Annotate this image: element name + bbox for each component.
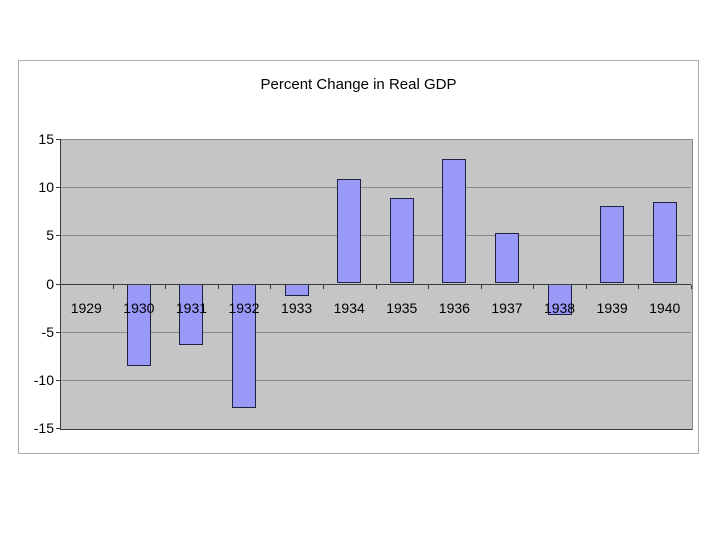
x-axis-tick (60, 284, 61, 289)
chart-title: Percent Change in Real GDP (260, 76, 457, 93)
x-axis-label-1939: 1939 (596, 299, 628, 316)
bar-1934 (337, 179, 362, 284)
x-axis-tick (165, 284, 166, 289)
bar-1937 (494, 233, 519, 284)
y-axis-tick--5 (56, 331, 61, 333)
x-axis-label-1935: 1935 (386, 299, 418, 316)
y-axis-tick-15 (56, 139, 61, 140)
y-axis-label-0: 0 (46, 275, 54, 292)
y-axis-label--10: -10 (33, 371, 54, 388)
x-axis-label-1940: 1940 (649, 299, 681, 316)
category-axis-line (60, 283, 691, 285)
x-axis-tick (691, 284, 692, 289)
gridline-5 (61, 235, 691, 237)
x-axis-label-1936: 1936 (438, 299, 470, 316)
x-axis-label-1930: 1930 (123, 299, 155, 316)
bar-1936 (442, 159, 467, 284)
x-axis-label-1929: 1929 (70, 299, 102, 316)
bar-1930 (126, 283, 151, 367)
y-axis-tick-0 (56, 283, 61, 285)
y-axis-label-15: 15 (38, 131, 54, 147)
x-axis-tick (481, 284, 482, 289)
x-axis-label-1938: 1938 (543, 299, 576, 316)
x-axis-tick (323, 284, 324, 289)
y-axis-label--5: -5 (41, 323, 54, 340)
x-axis-tick (113, 284, 114, 289)
x-axis-tick (533, 284, 534, 289)
x-axis-label-1932: 1932 (228, 299, 260, 316)
y-axis-label--15: -15 (33, 420, 54, 436)
gridline--5 (61, 331, 691, 333)
x-axis-label-1934: 1934 (333, 299, 365, 316)
y-axis-label-10: 10 (38, 179, 54, 196)
x-axis-label-1937: 1937 (491, 299, 523, 316)
y-axis-tick-10 (56, 187, 61, 189)
bar-1940 (652, 201, 677, 284)
bar-1933 (284, 283, 309, 297)
bar-1939 (600, 206, 625, 284)
gridline--10 (61, 379, 691, 381)
y-axis-tick--15 (56, 428, 61, 429)
bar-1931 (179, 283, 204, 346)
x-axis-tick (218, 284, 219, 289)
x-axis-tick (638, 284, 639, 289)
x-axis-label-1931: 1931 (175, 299, 208, 316)
x-axis-label-1933: 1933 (281, 299, 313, 316)
y-axis-label-5: 5 (46, 227, 54, 244)
y-axis-tick-5 (56, 235, 61, 237)
y-axis-tick--10 (56, 379, 61, 381)
x-axis-tick (428, 284, 429, 289)
x-axis-tick (376, 284, 377, 289)
gridline-10 (61, 187, 691, 189)
x-axis-tick (270, 284, 271, 289)
bar-1935 (389, 197, 414, 284)
x-axis-tick (586, 284, 587, 289)
chart-frame: Percent Change in Real GDP 15 10 5 0 -5 -10 -1… (18, 60, 699, 454)
